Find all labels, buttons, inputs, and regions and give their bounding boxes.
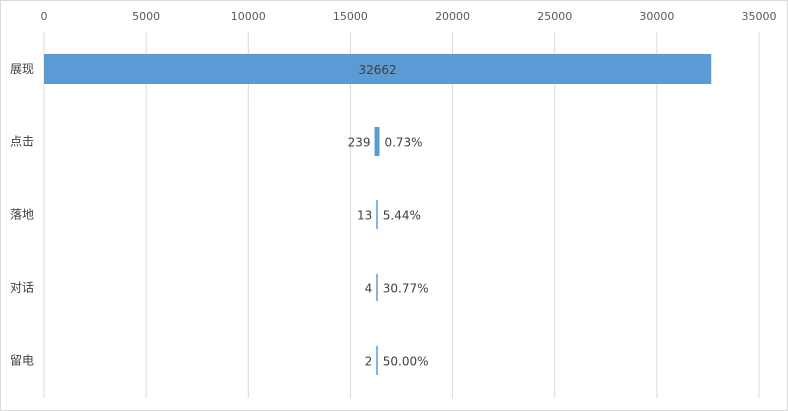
value-label: 32662: [359, 63, 397, 77]
rate-label: 5.44%: [383, 209, 421, 223]
rate-label: 0.73%: [384, 136, 422, 150]
x-tick-label: 35000: [742, 10, 777, 23]
category-label: 落地: [10, 208, 34, 222]
x-tick-label: 10000: [231, 10, 266, 23]
rate-label: 50.00%: [383, 355, 429, 369]
x-tick-label: 20000: [435, 10, 470, 23]
bar: [376, 346, 378, 375]
x-tick-label: 30000: [639, 10, 674, 23]
x-tick-label: 25000: [537, 10, 572, 23]
x-tick-label: 5000: [132, 10, 160, 23]
bar: [376, 200, 378, 229]
category-label: 点击: [10, 135, 34, 149]
rate-label: 30.77%: [383, 282, 429, 296]
x-tick-label: 15000: [333, 10, 368, 23]
value-label: 2: [365, 355, 373, 369]
bar: [44, 54, 712, 84]
category-label: 展现: [10, 62, 34, 76]
bar: [376, 274, 378, 301]
category-label: 对话: [10, 281, 34, 295]
value-label: 239: [348, 136, 371, 150]
x-tick-label: 0: [41, 10, 48, 23]
bar: [374, 127, 380, 156]
value-label: 13: [357, 209, 372, 223]
value-label: 4: [365, 282, 373, 296]
category-label: 留电: [10, 354, 34, 368]
